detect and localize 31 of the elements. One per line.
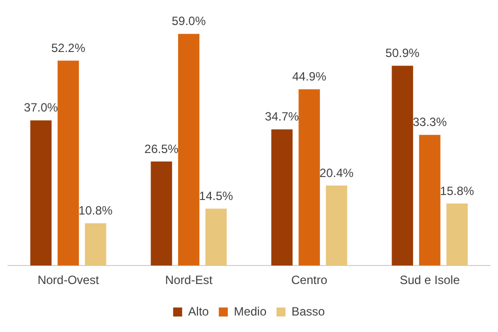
legend-label: Medio	[234, 304, 267, 318]
x-tick-label: Nord-Est	[165, 273, 214, 288]
data-label: 26.5%	[144, 142, 179, 156]
legend-label: Basso	[292, 304, 326, 318]
data-label: 20.4%	[320, 166, 354, 180]
bar	[150, 162, 172, 266]
data-label: 14.5%	[199, 188, 234, 203]
bar	[419, 134, 440, 266]
data-label: 33.3%	[412, 115, 448, 130]
data-label: 50.9%	[385, 46, 420, 60]
x-tick-label: Sud e Isole	[400, 273, 460, 288]
bar	[84, 223, 106, 266]
data-label: 15.8%	[440, 184, 474, 198]
data-label: 52.2%	[51, 40, 86, 55]
bar	[178, 34, 200, 266]
data-label: 59.0%	[172, 14, 206, 28]
data-label: 44.9%	[292, 70, 327, 84]
bar	[446, 204, 468, 266]
bar	[205, 208, 227, 266]
data-label: 37.0%	[24, 100, 58, 115]
x-tick-label: Centro	[291, 273, 328, 288]
bar	[30, 120, 52, 266]
bar	[326, 185, 348, 266]
data-label: 10.8%	[78, 204, 113, 218]
x-tick-label: Nord-Ovest	[38, 273, 100, 288]
bar	[58, 60, 79, 266]
data-label: 34.7%	[264, 110, 300, 124]
bar	[298, 89, 320, 266]
bar	[271, 129, 293, 266]
bar	[392, 66, 414, 266]
legend-label: Alto	[188, 304, 210, 318]
